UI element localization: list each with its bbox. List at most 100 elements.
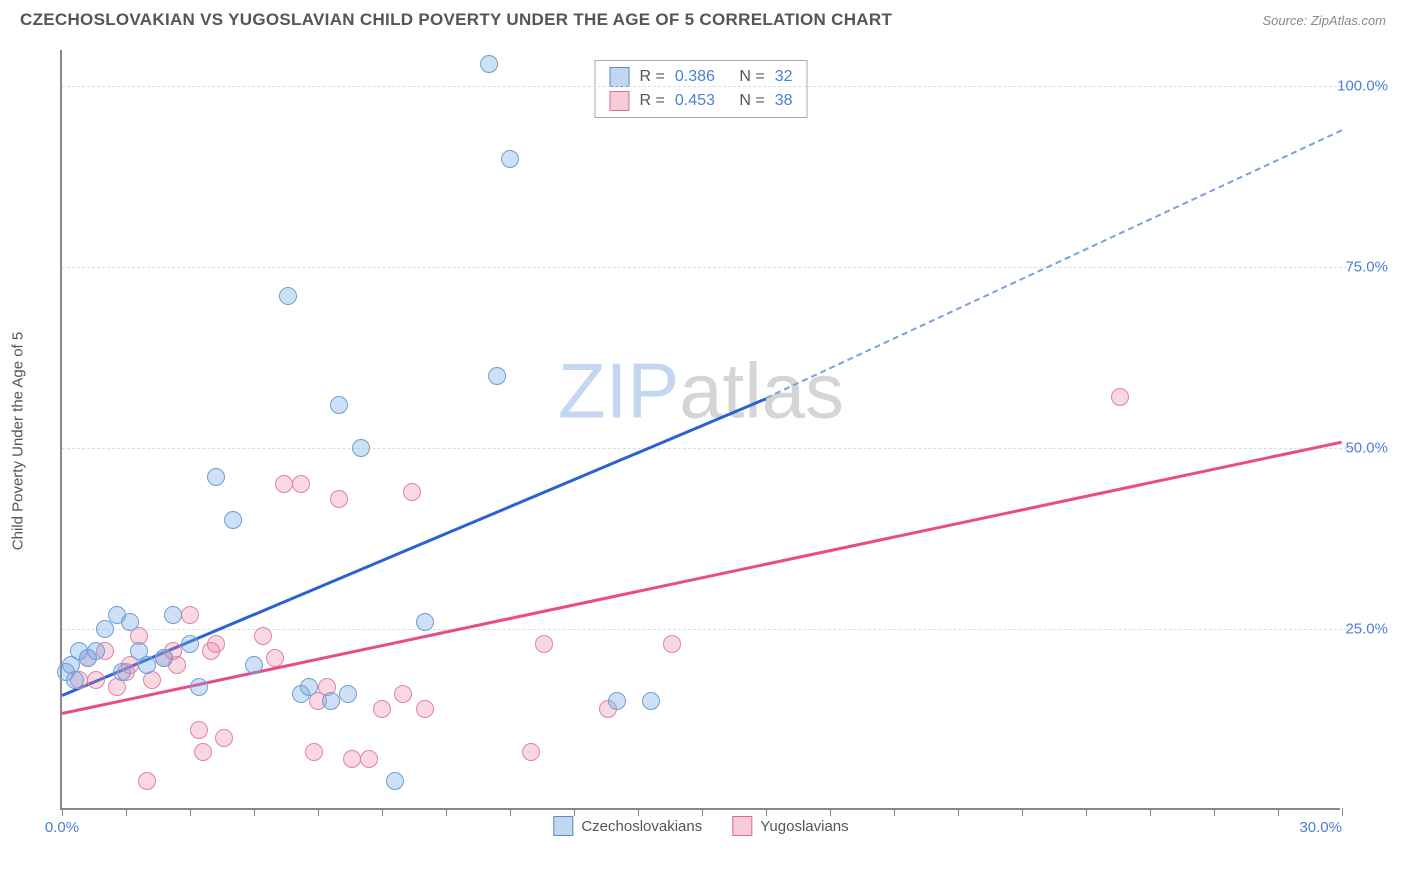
watermark: ZIPatlas (558, 346, 844, 437)
data-point (87, 642, 105, 660)
data-point (121, 613, 139, 631)
data-point (386, 772, 404, 790)
r-value-yugo: 0.453 (675, 92, 715, 110)
y-tick-label: 25.0% (1345, 621, 1388, 638)
legend-label-czech: Czechoslovakians (581, 818, 702, 835)
x-tick-mark (894, 808, 895, 816)
data-point (352, 439, 370, 457)
data-point (87, 671, 105, 689)
x-tick-mark (1278, 808, 1279, 816)
x-tick-mark (1214, 808, 1215, 816)
data-point (181, 606, 199, 624)
data-point (416, 700, 434, 718)
legend-label-yugo: Yugoslavians (760, 818, 848, 835)
chart-header: CZECHOSLOVAKIAN VS YUGOSLAVIAN CHILD POV… (0, 0, 1406, 36)
y-tick-label: 50.0% (1345, 440, 1388, 457)
x-tick-mark (446, 808, 447, 816)
chart-title: CZECHOSLOVAKIAN VS YUGOSLAVIAN CHILD POV… (20, 10, 892, 30)
data-point (181, 635, 199, 653)
x-tick-label: 30.0% (1299, 819, 1342, 836)
data-point (501, 150, 519, 168)
data-point (663, 635, 681, 653)
swatch-pink-icon (610, 91, 630, 111)
data-point (300, 678, 318, 696)
data-point (608, 692, 626, 710)
stats-box: R = 0.386 N = 32 R = 0.453 N = 38 (595, 60, 808, 118)
chart-container: Child Poverty Under the Age of 5 ZIPatla… (48, 42, 1386, 840)
x-tick-mark (126, 808, 127, 816)
x-tick-mark (254, 808, 255, 816)
data-point (275, 475, 293, 493)
data-point (266, 649, 284, 667)
legend-item-yugo: Yugoslavians (732, 816, 848, 836)
data-point (194, 743, 212, 761)
r-label: R = (640, 68, 665, 86)
data-point (403, 483, 421, 501)
data-point (254, 627, 272, 645)
x-tick-mark (958, 808, 959, 816)
swatch-blue-icon (610, 67, 630, 87)
x-tick-mark (1022, 808, 1023, 816)
data-point (330, 490, 348, 508)
x-tick-mark (1086, 808, 1087, 816)
data-point (480, 55, 498, 73)
x-tick-mark (382, 808, 383, 816)
data-point (535, 635, 553, 653)
x-tick-mark (638, 808, 639, 816)
gridline (62, 267, 1352, 268)
data-point (207, 468, 225, 486)
data-point (207, 635, 225, 653)
y-tick-label: 75.0% (1345, 259, 1388, 276)
data-point (373, 700, 391, 718)
watermark-atlas: atlas (679, 347, 844, 435)
data-point (292, 475, 310, 493)
x-tick-mark (1342, 808, 1343, 816)
data-point (279, 287, 297, 305)
data-point (138, 656, 156, 674)
x-tick-mark (510, 808, 511, 816)
data-point (155, 649, 173, 667)
data-point (488, 367, 506, 385)
data-point (113, 663, 131, 681)
data-point (330, 396, 348, 414)
n-value-yugo: 38 (775, 92, 793, 110)
x-tick-mark (1150, 808, 1151, 816)
x-tick-mark (830, 808, 831, 816)
bottom-legend: Czechoslovakians Yugoslavians (553, 816, 848, 836)
x-tick-mark (702, 808, 703, 816)
data-point (164, 606, 182, 624)
data-point (66, 671, 84, 689)
data-point (322, 692, 340, 710)
data-point (190, 721, 208, 739)
n-label-2: N = (739, 92, 764, 110)
gridline (62, 448, 1352, 449)
data-point (416, 613, 434, 631)
chart-source: Source: ZipAtlas.com (1262, 13, 1386, 28)
data-point (224, 511, 242, 529)
data-point (360, 750, 378, 768)
n-value-czech: 32 (775, 68, 793, 86)
legend-swatch-blue-icon (553, 816, 573, 836)
r-value-czech: 0.386 (675, 68, 715, 86)
data-point (1111, 388, 1129, 406)
y-axis-label: Child Poverty Under the Age of 5 (10, 332, 27, 550)
data-point (305, 743, 323, 761)
x-tick-mark (318, 808, 319, 816)
data-point (394, 685, 412, 703)
x-tick-mark (62, 808, 63, 816)
data-point (522, 743, 540, 761)
legend-swatch-pink-icon (732, 816, 752, 836)
data-point (245, 656, 263, 674)
data-point (96, 620, 114, 638)
data-point (642, 692, 660, 710)
n-label: N = (739, 68, 764, 86)
x-tick-mark (766, 808, 767, 816)
plot-area: ZIPatlas R = 0.386 N = 32 R = 0.453 N = … (60, 50, 1340, 810)
x-tick-label: 0.0% (45, 819, 79, 836)
trend-line-dashed (766, 130, 1343, 400)
data-point (215, 729, 233, 747)
stats-row-yugo: R = 0.453 N = 38 (610, 89, 793, 113)
r-label-2: R = (640, 92, 665, 110)
legend-item-czech: Czechoslovakians (553, 816, 702, 836)
watermark-zip: ZIP (558, 347, 679, 435)
